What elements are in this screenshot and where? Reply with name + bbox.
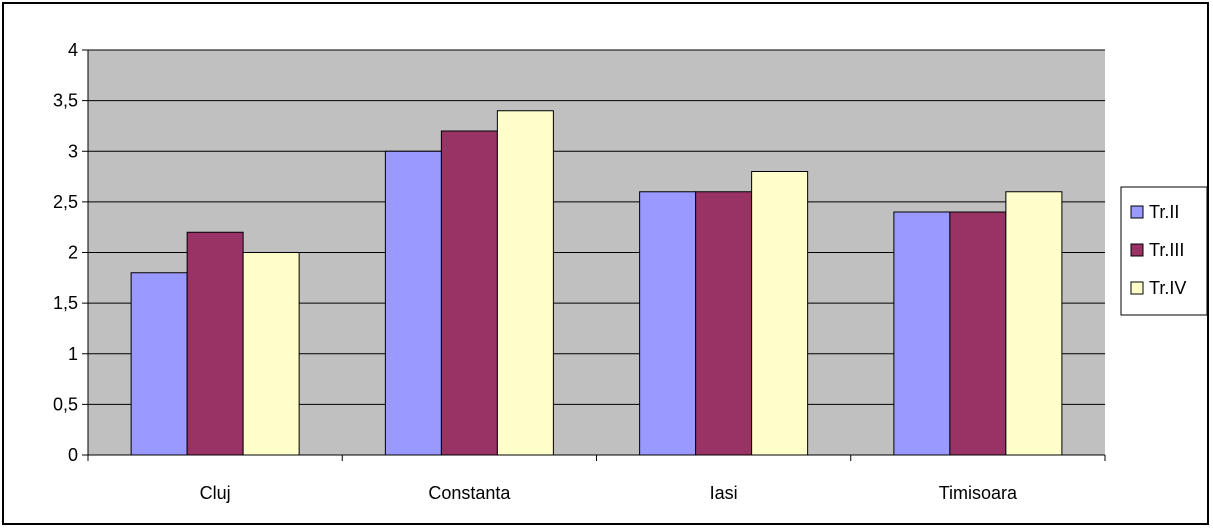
x-tick-label: Cluj	[200, 483, 231, 503]
bar-cluj-triv	[242, 252, 300, 456]
x-axis-ticks: Cluj Constanta Iasi Timisoara	[87, 455, 1106, 503]
bar-cluj-triii	[186, 231, 244, 456]
legend: Tr.II Tr.III Tr.IV	[1120, 186, 1208, 316]
y-tick-label: 3	[68, 141, 78, 161]
x-tick-label: Iasi	[710, 483, 738, 503]
bar-timisoara-triii	[949, 211, 1007, 456]
bar-timisoara-trii	[893, 211, 951, 456]
y-axis-ticks: 0 0,5 1 1,5 2 2,5 3 3,5 4	[53, 40, 88, 465]
legend-label: Tr.IV	[1149, 278, 1186, 298]
y-tick-label: 1	[68, 344, 78, 364]
y-tick-label: 4	[68, 40, 78, 60]
y-tick-label: 1,5	[53, 293, 78, 313]
legend-swatch	[1130, 281, 1144, 295]
bar-iasi-triv	[751, 171, 809, 456]
legend-swatch	[1130, 243, 1144, 257]
bar-constanta-triii	[440, 130, 498, 456]
bar-constanta-trii	[384, 150, 442, 456]
bar-constanta-triv	[496, 110, 554, 456]
bars	[130, 110, 1063, 456]
x-tick-label: Timisoara	[939, 483, 1018, 503]
y-tick-label: 3,5	[53, 91, 78, 111]
y-tick-label: 0,5	[53, 394, 78, 414]
bar-cluj-trii	[130, 272, 188, 456]
legend-swatch	[1130, 205, 1144, 219]
y-tick-label: 2,5	[53, 192, 78, 212]
bar-iasi-trii	[639, 191, 697, 456]
y-tick-label: 0	[68, 445, 78, 465]
x-tick-label: Constanta	[428, 483, 511, 503]
legend-label: Tr.II	[1149, 202, 1179, 222]
y-tick-label: 2	[68, 243, 78, 263]
legend-label: Tr.III	[1149, 240, 1184, 260]
bar-timisoara-triv	[1005, 191, 1063, 456]
bar-iasi-triii	[695, 191, 753, 456]
